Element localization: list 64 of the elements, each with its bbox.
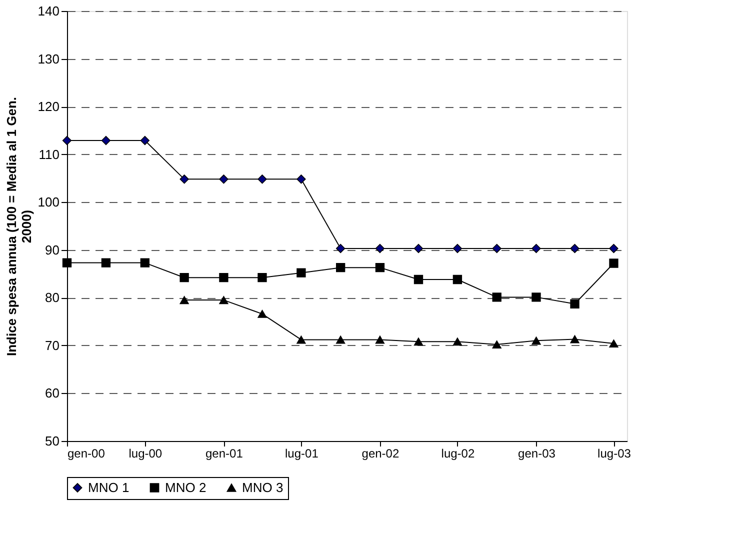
point [452,244,462,254]
x-tick-label: gen-02 [362,446,400,460]
point [452,338,462,346]
point [452,274,462,284]
y-tick-label: 100 [38,194,60,210]
point [492,340,502,349]
point [296,268,306,278]
point [375,336,385,344]
x-tick-label: lug-00 [128,446,162,460]
point [62,258,72,268]
point [296,174,306,184]
y-axis-title: Indice spesa annua (100 = Media al 1 Gen. 2000) [4,96,34,356]
x-tick-label: gen-01 [206,446,244,460]
point [296,336,306,344]
point [140,258,150,268]
point [532,292,541,302]
point [140,136,150,146]
legend-label: MNO 3 [242,480,284,495]
point [492,244,502,254]
point [414,274,424,284]
x-tick-label: lug-01 [285,446,319,460]
point [570,335,580,344]
point [336,244,346,254]
point [492,292,502,302]
point [609,258,618,268]
point [532,244,541,254]
point [609,244,618,254]
point [532,336,541,345]
y-tick-label: 120 [38,99,60,114]
point [180,273,189,282]
point [101,258,111,268]
x-tick-label: gen-00 [68,446,106,460]
point [180,174,189,184]
legend-label: MNO 1 [88,480,130,495]
y-tick-label: 50 [45,434,60,448]
y-tick-label: 60 [45,386,60,401]
point [258,310,267,318]
y-tick-label: 110 [38,146,60,162]
point [609,340,618,348]
point [258,273,267,282]
point [570,299,580,308]
point [414,338,424,346]
point [375,244,385,254]
point [375,262,385,272]
point [180,296,189,304]
point [219,174,228,184]
point [219,296,228,304]
y-tick-label: 90 [45,242,60,258]
point [570,244,580,254]
y-tick-label: 130 [38,51,60,66]
x-tick-label: lug-02 [441,446,475,460]
x-tick-label: gen-03 [518,446,556,460]
point [101,136,111,146]
point [219,273,228,282]
x-tick-label: lug-03 [598,446,632,460]
point [62,136,72,146]
y-tick-label: 80 [45,290,60,306]
y-tick-label: 140 [38,4,60,18]
point [414,244,424,254]
legend-label: MNO 2 [165,480,206,495]
y-tick-label: 70 [45,338,60,353]
point [336,336,346,344]
point [336,262,346,272]
point [258,174,267,184]
